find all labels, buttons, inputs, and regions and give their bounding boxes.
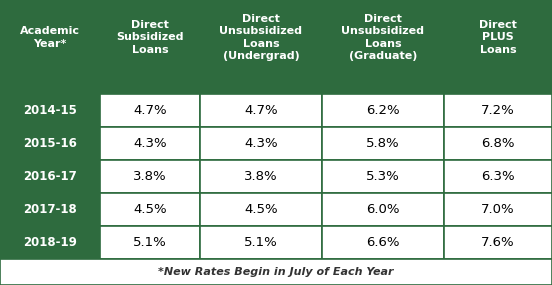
Bar — [0, 226, 100, 259]
Text: 5.8%: 5.8% — [366, 137, 400, 150]
Bar — [0, 160, 100, 193]
Bar — [100, 193, 200, 226]
Bar — [444, 226, 552, 259]
Bar — [100, 160, 200, 193]
Text: 2016-17: 2016-17 — [23, 170, 77, 183]
Text: 7.2%: 7.2% — [481, 104, 515, 117]
Text: 6.0%: 6.0% — [366, 203, 400, 216]
Bar — [100, 94, 200, 127]
Text: Direct
PLUS
Loans: Direct PLUS Loans — [479, 20, 517, 55]
Bar — [322, 226, 444, 259]
Text: 3.8%: 3.8% — [133, 170, 167, 183]
Bar — [200, 94, 322, 127]
Text: 4.3%: 4.3% — [244, 137, 278, 150]
Text: *New Rates Begin in July of Each Year: *New Rates Begin in July of Each Year — [158, 267, 394, 277]
Bar — [322, 193, 444, 226]
Bar — [0, 259, 552, 285]
Text: 5.1%: 5.1% — [244, 236, 278, 249]
Text: 4.7%: 4.7% — [244, 104, 278, 117]
Bar — [322, 0, 444, 94]
Text: 6.8%: 6.8% — [481, 137, 515, 150]
Text: 7.6%: 7.6% — [481, 236, 515, 249]
Text: 2018-19: 2018-19 — [23, 236, 77, 249]
Bar — [0, 193, 100, 226]
Text: 4.3%: 4.3% — [133, 137, 167, 150]
Text: Direct
Unsubsidized
Loans
(Graduate): Direct Unsubsidized Loans (Graduate) — [342, 14, 424, 61]
Bar — [444, 127, 552, 160]
Bar — [322, 160, 444, 193]
Bar — [0, 0, 100, 94]
Text: 4.5%: 4.5% — [244, 203, 278, 216]
Bar — [200, 193, 322, 226]
Text: 4.5%: 4.5% — [133, 203, 167, 216]
Bar — [444, 160, 552, 193]
Text: 4.7%: 4.7% — [133, 104, 167, 117]
Bar — [100, 127, 200, 160]
Bar — [322, 94, 444, 127]
Bar — [444, 193, 552, 226]
Bar — [0, 94, 100, 127]
Bar — [200, 226, 322, 259]
Text: 6.6%: 6.6% — [366, 236, 400, 249]
Text: 3.8%: 3.8% — [244, 170, 278, 183]
Text: 6.2%: 6.2% — [366, 104, 400, 117]
Bar — [200, 160, 322, 193]
Text: 5.1%: 5.1% — [133, 236, 167, 249]
Text: 7.0%: 7.0% — [481, 203, 515, 216]
Bar — [200, 0, 322, 94]
Bar — [0, 127, 100, 160]
Text: Direct
Subsidized
Loans: Direct Subsidized Loans — [116, 20, 184, 55]
Text: 2015-16: 2015-16 — [23, 137, 77, 150]
Bar — [322, 127, 444, 160]
Text: Academic
Year*: Academic Year* — [20, 26, 80, 49]
Text: Direct
Unsubsidized
Loans
(Undergrad): Direct Unsubsidized Loans (Undergrad) — [220, 14, 302, 61]
Bar — [444, 94, 552, 127]
Bar — [200, 127, 322, 160]
Text: 2014-15: 2014-15 — [23, 104, 77, 117]
Text: 6.3%: 6.3% — [481, 170, 515, 183]
Bar — [444, 0, 552, 94]
Bar — [100, 226, 200, 259]
Text: 2017-18: 2017-18 — [23, 203, 77, 216]
Bar — [100, 0, 200, 94]
Text: 5.3%: 5.3% — [366, 170, 400, 183]
